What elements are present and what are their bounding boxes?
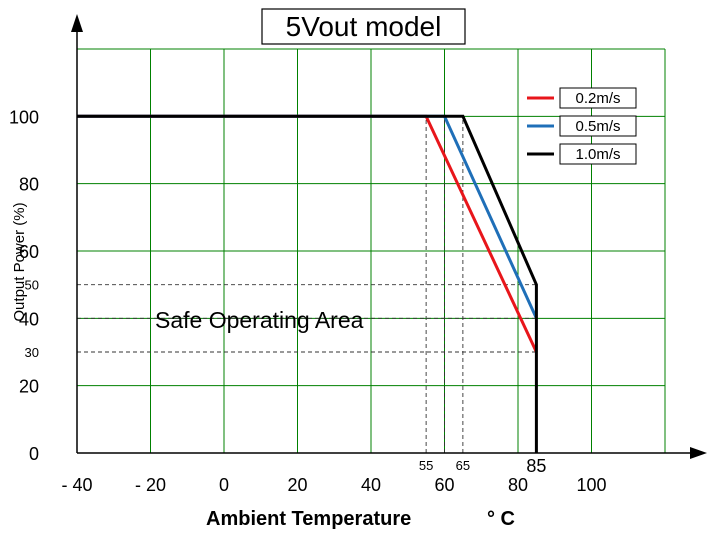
y-tick-label: 60 — [19, 242, 39, 262]
title-box — [261, 8, 466, 45]
reference-lines — [77, 116, 537, 453]
x-reference-label: 85 — [526, 456, 546, 476]
x-tick-label: 80 — [508, 475, 528, 495]
chart-title: 5Vout model — [261, 8, 466, 45]
legend-label: 0.5m/s — [575, 118, 620, 135]
grid-layer — [77, 48, 666, 453]
y-tick-label: 80 — [19, 175, 39, 195]
legend-box — [559, 115, 637, 137]
y-tick-label: 40 — [19, 309, 39, 329]
x-tick-label: 60 — [434, 475, 454, 495]
series-line-1-0m-s — [77, 114, 538, 453]
y-tick-label: 0 — [29, 444, 39, 464]
x-axis-unit-label: ° C — [487, 508, 515, 530]
x-axis-arrow-icon — [690, 447, 707, 459]
x-tick-label: 20 — [287, 475, 307, 495]
legend-label: 0.2m/s — [575, 90, 620, 107]
y-tick-label: 20 — [19, 377, 39, 397]
y-reference-label: 50 — [25, 278, 39, 293]
series-layer — [77, 114, 538, 453]
series-line-0-5m-s — [77, 114, 538, 319]
x-tick-label: 0 — [219, 475, 229, 495]
legend-label: 1.0m/s — [575, 146, 620, 163]
y-reference-label: 30 — [25, 345, 39, 360]
x-tick-label: - 20 — [135, 475, 166, 495]
y-axis-arrow-icon — [71, 14, 83, 32]
axes — [71, 14, 707, 459]
legend-box — [559, 143, 637, 165]
x-axis-label: Ambient Temperature — [206, 508, 411, 530]
x-tick-label: 100 — [576, 475, 606, 495]
y-axis-label: Output Power (%) — [11, 202, 28, 321]
annotation-safe-operating-area: Safe Operating Area — [155, 307, 364, 333]
x-axis-label-group: Ambient Temperature ° C — [206, 508, 515, 530]
legend: 0.2m/s 0.5m/s 1.0m/s — [527, 87, 637, 165]
x-reference-label: 65 — [456, 458, 470, 473]
chart-title-text: 5Vout model — [286, 11, 442, 42]
x-reference-label: 55 — [419, 458, 433, 473]
y-tick-label: 100 — [9, 107, 39, 127]
tick-labels: - 40 - 20 0 20 40 60 80 100 55 65 85 0 20 40 60 80 100 30… — [9, 107, 607, 495]
x-tick-label: 40 — [361, 475, 381, 495]
x-tick-label: - 40 — [61, 475, 92, 495]
legend-box — [559, 87, 637, 109]
